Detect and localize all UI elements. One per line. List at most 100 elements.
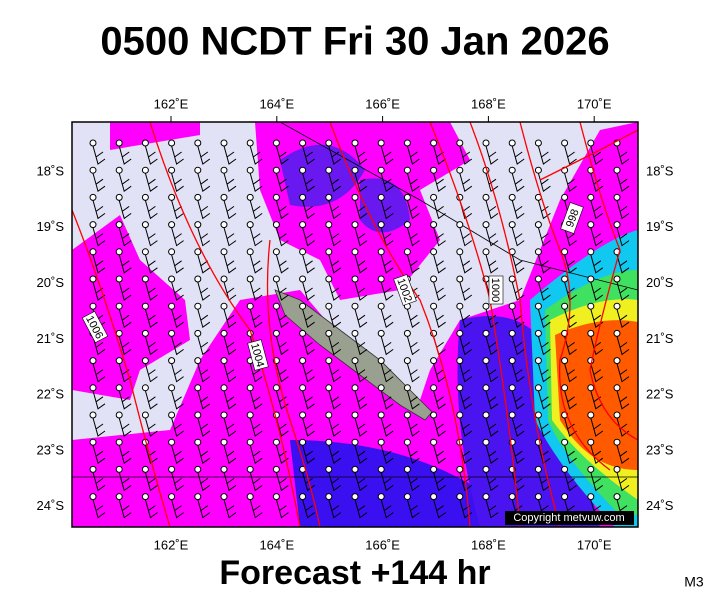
barb — [616, 309, 630, 329]
barb — [590, 254, 604, 274]
barb — [249, 309, 263, 329]
station — [456, 221, 464, 229]
barb — [511, 445, 525, 465]
isobar-label-bg — [488, 275, 504, 305]
station — [534, 329, 542, 337]
station — [534, 166, 542, 174]
station — [220, 438, 228, 446]
barb — [380, 200, 394, 220]
station — [456, 493, 464, 501]
station — [89, 248, 97, 256]
barb — [92, 390, 106, 410]
station — [587, 275, 595, 283]
barb — [118, 336, 132, 356]
barb — [249, 499, 263, 519]
station — [508, 302, 516, 310]
station — [194, 438, 202, 446]
station — [613, 357, 621, 365]
barb — [485, 417, 499, 437]
barb — [380, 336, 394, 356]
station — [194, 221, 202, 229]
barb — [406, 363, 420, 383]
station — [168, 357, 176, 365]
station — [377, 166, 385, 174]
station — [246, 465, 254, 473]
barb — [590, 363, 604, 383]
barb — [197, 363, 211, 383]
station — [141, 221, 149, 229]
barb — [485, 472, 499, 492]
station — [403, 221, 411, 229]
station — [456, 465, 464, 473]
station — [141, 139, 149, 147]
lat-label-right: 23˚S — [646, 442, 674, 457]
barb — [275, 472, 289, 492]
barb — [328, 173, 342, 193]
station — [456, 411, 464, 419]
barb — [406, 227, 420, 247]
barb — [275, 309, 289, 329]
barb — [197, 445, 211, 465]
station — [89, 139, 97, 147]
station — [115, 221, 123, 229]
barb — [328, 254, 342, 274]
barb — [485, 390, 499, 410]
station — [561, 465, 569, 473]
station — [194, 248, 202, 256]
station — [534, 465, 542, 473]
station — [299, 357, 307, 365]
barb — [433, 417, 446, 437]
barb — [197, 499, 211, 519]
barb — [459, 363, 473, 383]
barb — [197, 472, 211, 492]
barb — [144, 499, 158, 519]
station — [272, 221, 280, 229]
station — [89, 493, 97, 501]
barb — [511, 254, 525, 274]
lon-label-top: 168˚E — [471, 96, 506, 111]
lat-label-right: 18˚S — [646, 163, 674, 178]
barb — [328, 417, 342, 437]
station — [194, 465, 202, 473]
barb — [197, 173, 211, 193]
lat-label-right: 22˚S — [646, 387, 674, 402]
barb — [171, 336, 184, 356]
station — [299, 411, 307, 419]
station — [220, 329, 228, 337]
barb — [564, 145, 577, 165]
station — [351, 411, 359, 419]
station — [403, 329, 411, 337]
lat-label-left: 18˚S — [37, 163, 65, 178]
station — [168, 465, 176, 473]
barb — [275, 254, 289, 274]
station — [403, 139, 411, 147]
barb — [511, 227, 525, 247]
station — [430, 221, 438, 229]
station — [561, 302, 569, 310]
barb — [275, 200, 289, 220]
station — [246, 166, 254, 174]
station — [141, 465, 149, 473]
station — [272, 384, 280, 392]
barb — [249, 145, 263, 165]
barb — [118, 200, 132, 220]
station — [220, 493, 228, 501]
barb — [564, 390, 577, 410]
station — [89, 411, 97, 419]
barb — [380, 145, 394, 165]
station — [613, 329, 621, 337]
barb — [380, 254, 394, 274]
barb — [511, 173, 525, 193]
station — [168, 166, 176, 174]
station — [141, 275, 149, 283]
station — [325, 275, 333, 283]
barb — [223, 173, 237, 193]
station — [325, 465, 333, 473]
station — [89, 465, 97, 473]
station — [325, 166, 333, 174]
barb — [406, 173, 420, 193]
station — [141, 411, 149, 419]
station — [482, 139, 490, 147]
lat-label-right: 24˚S — [646, 498, 674, 513]
